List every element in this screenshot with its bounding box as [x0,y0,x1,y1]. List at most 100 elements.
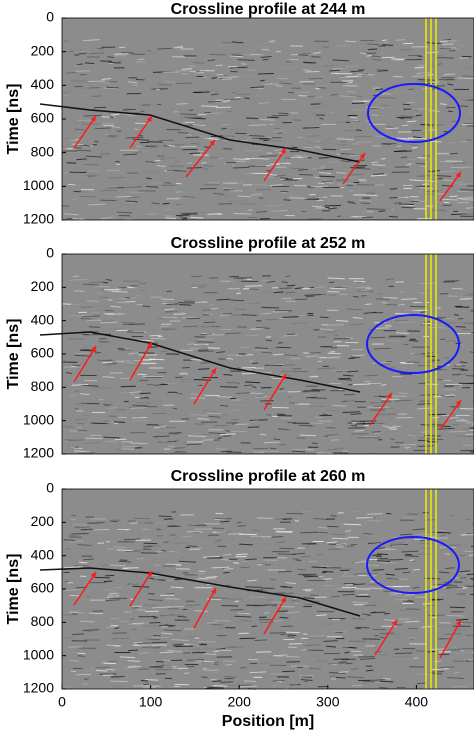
texture [223,684,241,687]
texture [297,136,303,139]
texture [343,374,354,377]
texture [148,599,163,601]
texture [94,528,109,531]
texture [89,281,104,284]
texture [461,140,469,143]
texture [175,376,183,379]
arrow-head [90,346,96,352]
texture [356,129,362,132]
texture [448,141,456,144]
texture [466,374,474,377]
texture [197,113,207,116]
texture [389,438,395,441]
texture [63,685,73,688]
texture [256,327,271,329]
texture [303,680,309,683]
texture [187,659,204,661]
texture [310,635,325,637]
texture [241,63,246,65]
x-tick-label: 400 [405,694,429,710]
texture [311,424,327,427]
texture [114,586,122,589]
texture [124,296,131,299]
texture [62,94,69,97]
texture [400,204,415,207]
texture [334,447,345,450]
texture [246,138,252,140]
texture [234,96,241,99]
texture [394,584,408,587]
texture [251,193,262,196]
texture [451,645,458,648]
texture [351,668,359,670]
texture [324,204,342,207]
texture [377,553,389,556]
texture [234,600,240,603]
texture [103,580,113,583]
texture [63,539,76,542]
texture [371,164,386,166]
texture [77,544,92,546]
texture [305,295,315,298]
texture [143,150,150,153]
texture [163,629,182,632]
texture [69,394,75,397]
texture [72,198,78,201]
texture [149,666,163,668]
texture [146,49,152,52]
texture [237,93,252,96]
texture [254,347,268,350]
texture [223,99,231,102]
texture [262,279,272,282]
texture [290,167,304,170]
texture [157,317,174,320]
texture [362,422,375,425]
texture [189,109,194,111]
texture [199,542,208,545]
texture [154,426,166,429]
arrow-head [359,153,365,159]
texture [127,216,133,218]
texture [206,575,218,578]
texture [175,191,182,193]
texture [464,294,474,296]
texture [273,291,284,294]
texture [149,334,162,337]
texture [402,571,410,574]
texture [313,168,324,171]
texture [391,375,404,378]
texture [471,62,474,64]
texture [177,131,189,134]
arrow-head [456,620,461,626]
radargram [39,18,474,222]
y-tick-label: 800 [31,143,55,159]
texture [263,612,270,614]
texture [197,368,210,370]
texture [244,285,263,287]
texture [269,578,277,581]
texture [246,636,257,639]
texture [130,442,148,445]
texture [286,661,301,663]
texture [82,283,99,286]
reflector [39,567,361,617]
texture [107,299,113,301]
texture [72,217,85,220]
texture [96,664,101,667]
texture [263,441,280,444]
texture [320,316,329,319]
texture [247,209,253,211]
texture [223,571,230,574]
texture [319,172,332,175]
texture [409,179,423,182]
texture [181,366,190,369]
texture [460,188,474,191]
texture [171,639,189,641]
texture [250,86,265,89]
texture [193,572,205,575]
texture [332,663,338,666]
texture [460,554,470,557]
texture [469,351,474,353]
texture [74,407,79,410]
texture [347,202,357,205]
